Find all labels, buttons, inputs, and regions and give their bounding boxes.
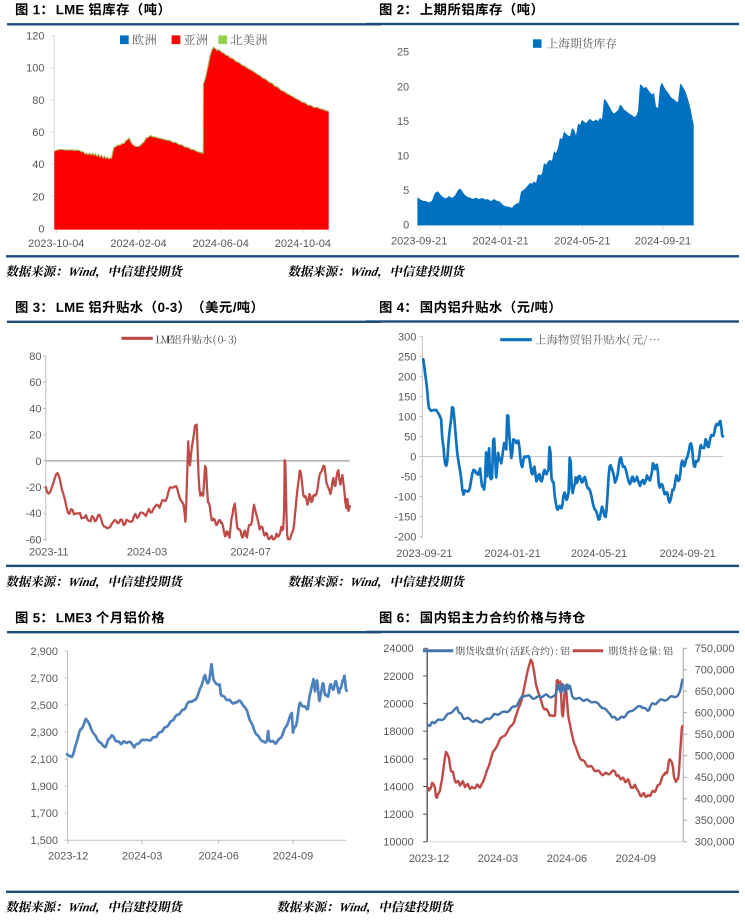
svg-text:12000: 12000 (383, 809, 414, 821)
svg-text:2,700: 2,700 (30, 673, 58, 685)
svg-text:22000: 22000 (383, 671, 414, 683)
svg-text:2024-01-21: 2024-01-21 (472, 236, 528, 248)
svg-text:80: 80 (32, 95, 44, 107)
svg-text:2,900: 2,900 (30, 646, 58, 658)
svg-text:5: 5 (403, 185, 409, 197)
svg-text:650,000: 650,000 (695, 686, 735, 698)
svg-text:2024-09-21: 2024-09-21 (659, 548, 715, 560)
svg-text:2023-09-21: 2023-09-21 (391, 236, 447, 248)
svg-text:40: 40 (32, 159, 44, 171)
svg-text:2024-09-21: 2024-09-21 (635, 236, 691, 248)
svg-text:0: 0 (410, 451, 416, 463)
svg-text:150: 150 (398, 391, 416, 403)
svg-text:120: 120 (26, 31, 44, 43)
svg-text:2024-03: 2024-03 (127, 547, 167, 559)
svg-text:750,000: 750,000 (695, 643, 735, 655)
svg-text:250: 250 (398, 351, 416, 363)
svg-text:-50: -50 (400, 471, 416, 483)
svg-text:60: 60 (29, 377, 41, 389)
svg-text:2,100: 2,100 (30, 754, 58, 766)
svg-text:2023-09-21: 2023-09-21 (396, 548, 452, 560)
svg-text:-200: -200 (394, 532, 416, 544)
svg-text:2,300: 2,300 (30, 727, 58, 739)
svg-text:20: 20 (32, 191, 44, 203)
svg-text:2024-09: 2024-09 (273, 850, 313, 862)
svg-text:400,000: 400,000 (695, 794, 735, 806)
svg-text:-100: -100 (394, 491, 416, 503)
svg-text:2024-03: 2024-03 (122, 850, 162, 862)
svg-text:14000: 14000 (383, 781, 414, 793)
svg-text:2024-05-21: 2024-05-21 (554, 236, 610, 248)
svg-text:450,000: 450,000 (695, 772, 735, 784)
svg-text:700,000: 700,000 (695, 665, 735, 677)
svg-text:-150: -150 (394, 511, 416, 523)
svg-text:2024-07: 2024-07 (230, 547, 270, 559)
svg-text:60: 60 (32, 127, 44, 139)
svg-text:25: 25 (397, 47, 409, 59)
svg-text:2024-06: 2024-06 (547, 853, 587, 865)
svg-text:100: 100 (26, 63, 44, 75)
svg-text:2023-12: 2023-12 (48, 850, 88, 862)
svg-text:2024-10-04: 2024-10-04 (275, 238, 331, 250)
svg-text:50: 50 (404, 431, 416, 443)
svg-text:80: 80 (29, 351, 41, 363)
svg-text:0: 0 (35, 456, 41, 468)
svg-text:2024-06-04: 2024-06-04 (193, 238, 249, 250)
svg-text:2023-10-04: 2023-10-04 (28, 238, 84, 250)
svg-text:10: 10 (397, 151, 409, 163)
svg-text:2023-12: 2023-12 (409, 853, 449, 865)
svg-text:15: 15 (397, 116, 409, 128)
svg-text:2024-06: 2024-06 (199, 850, 239, 862)
svg-text:24000: 24000 (383, 643, 414, 655)
svg-text:2023-11: 2023-11 (29, 547, 69, 559)
svg-text:2024-02-04: 2024-02-04 (110, 238, 166, 250)
svg-text:16000: 16000 (383, 754, 414, 766)
svg-text:300,000: 300,000 (695, 837, 735, 849)
svg-text:-40: -40 (26, 508, 42, 520)
svg-text:350,000: 350,000 (695, 815, 735, 827)
svg-text:2024-03: 2024-03 (478, 853, 518, 865)
svg-text:2,500: 2,500 (30, 700, 58, 712)
svg-text:1,900: 1,900 (30, 781, 58, 793)
svg-text:1,700: 1,700 (30, 808, 58, 820)
svg-text:18000: 18000 (383, 726, 414, 738)
svg-text:20: 20 (29, 430, 41, 442)
svg-text:-20: -20 (26, 482, 42, 494)
svg-text:2024-05-21: 2024-05-21 (571, 548, 627, 560)
svg-text:40: 40 (29, 403, 41, 415)
svg-text:20000: 20000 (383, 699, 414, 711)
svg-text:300: 300 (398, 331, 416, 343)
svg-text:100: 100 (398, 411, 416, 423)
svg-text:0: 0 (38, 224, 44, 236)
svg-text:1,500: 1,500 (30, 835, 58, 847)
svg-text:600,000: 600,000 (695, 708, 735, 720)
svg-text:200: 200 (398, 371, 416, 383)
svg-text:0: 0 (403, 220, 409, 232)
svg-text:2024-09: 2024-09 (616, 853, 656, 865)
svg-text:500,000: 500,000 (695, 751, 735, 763)
svg-text:-60: -60 (26, 534, 42, 546)
svg-text:550,000: 550,000 (695, 729, 735, 741)
svg-text:20: 20 (397, 81, 409, 93)
svg-text:10000: 10000 (383, 837, 414, 849)
svg-text:2024-01-21: 2024-01-21 (484, 548, 540, 560)
